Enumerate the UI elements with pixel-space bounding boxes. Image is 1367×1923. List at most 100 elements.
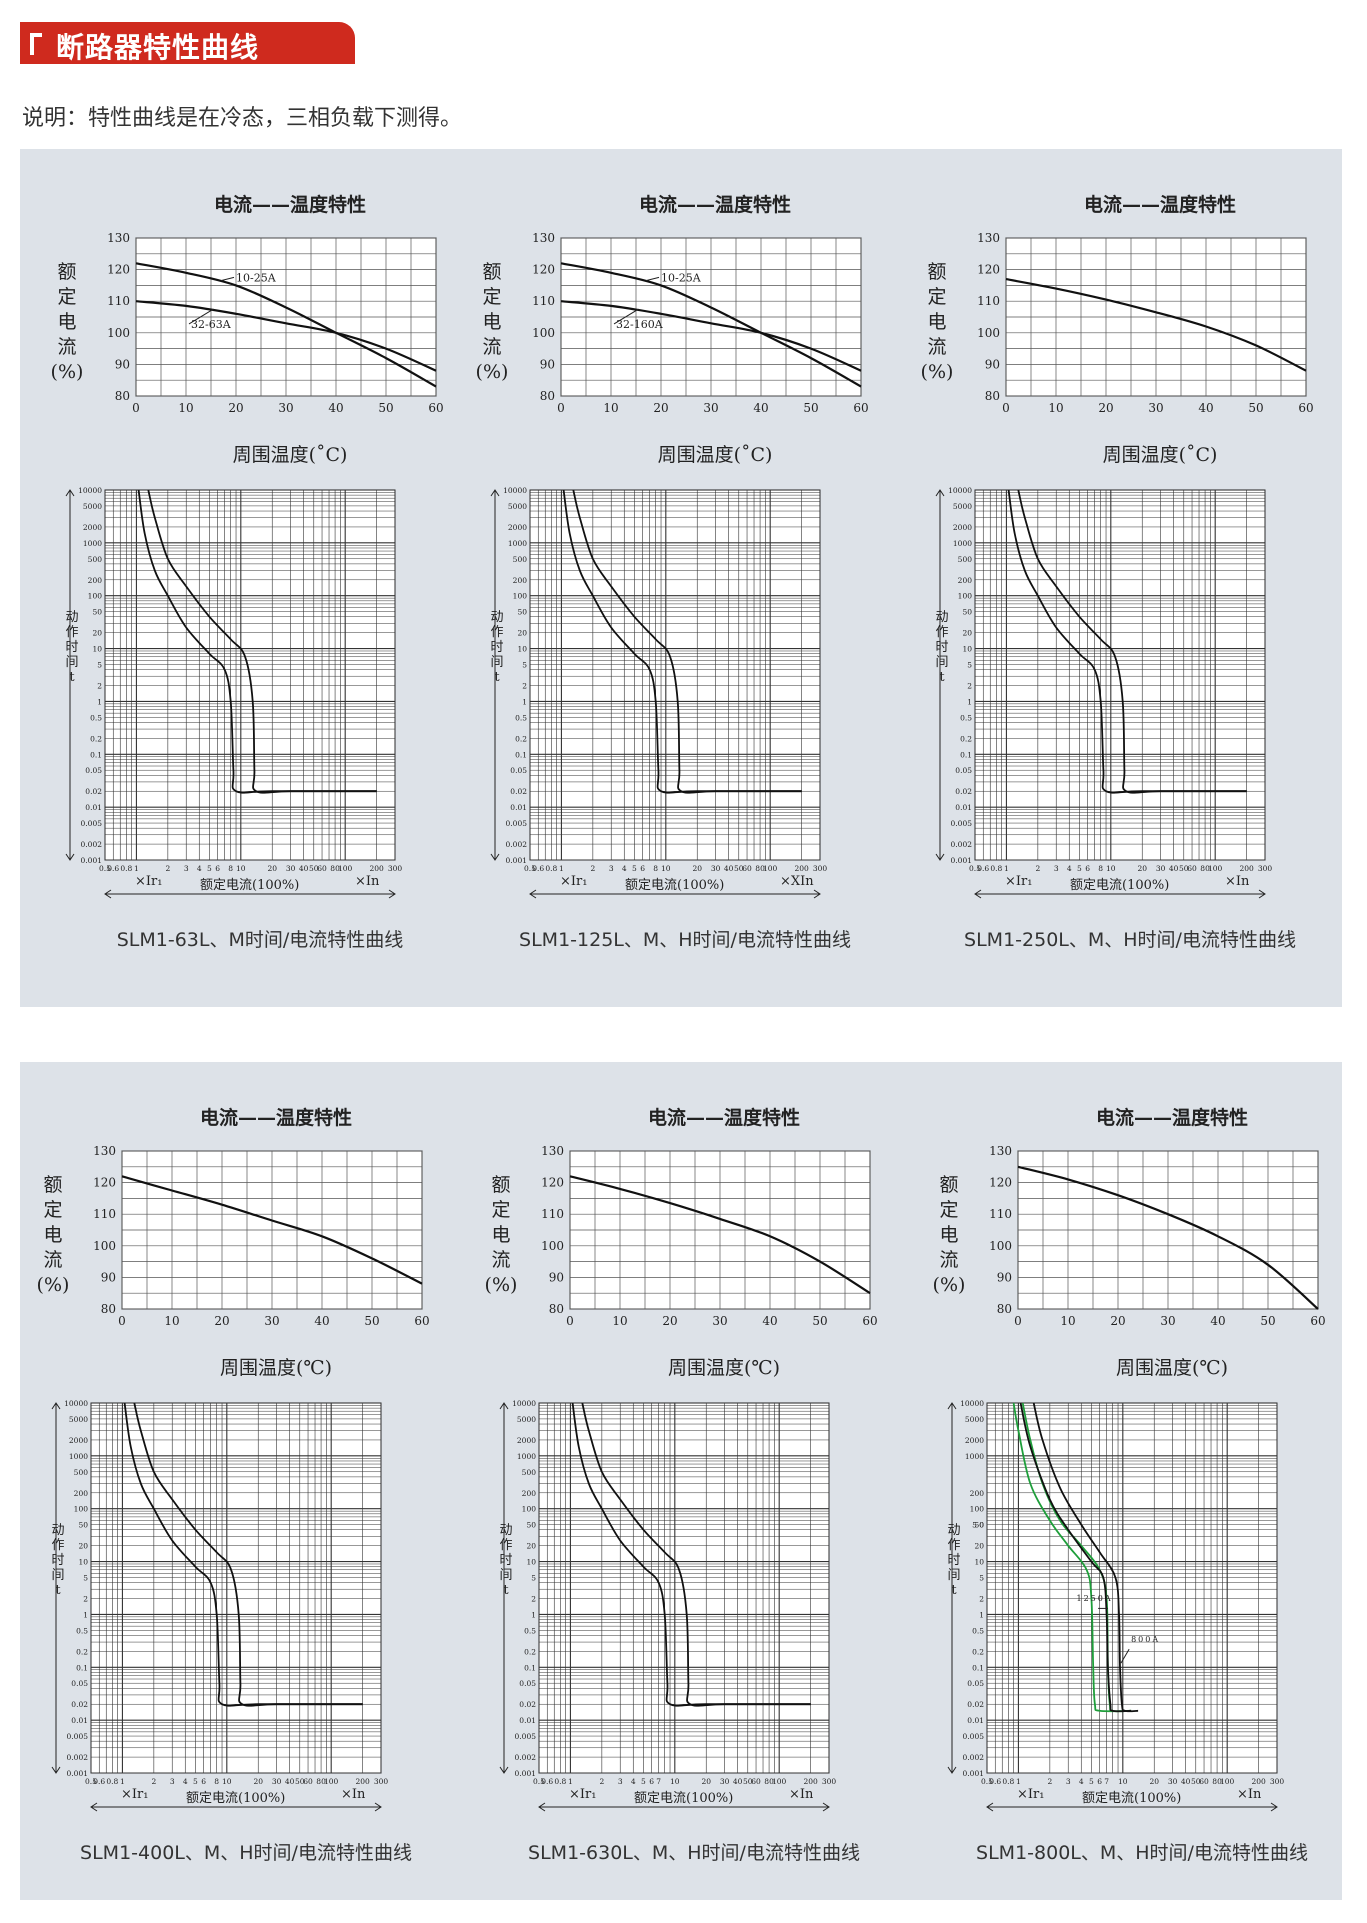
tc-x-tick-label: 300 [1270, 1777, 1285, 1786]
chart-caption: SLM1-125L、M、H时间/电流特性曲线 [519, 929, 851, 951]
temp-y-tick-label: 100 [541, 1239, 564, 1253]
temp-series-line [1005, 278, 1307, 372]
temp-x-tick-label: 60 [414, 1314, 429, 1328]
tc-y-tick-label: 10 [92, 645, 102, 654]
tc-x-tick-label: 60 [303, 1777, 313, 1786]
temp-series-line [560, 262, 862, 388]
tc-y-tick-label: 0.002 [67, 1753, 89, 1762]
temp-x-tick-label: 20 [1098, 401, 1113, 415]
tc-y-label-char: 作 [65, 625, 79, 640]
temp-y-tick-label: 80 [549, 1302, 564, 1316]
tc-y-tick-label: 1 [97, 697, 102, 706]
tc-y-tick-label: 5 [967, 660, 972, 669]
tc-y-tick-label: 0.005 [81, 819, 103, 828]
tc-y-label-char: 时 [499, 1553, 513, 1568]
tc-x-tick-label: 8 [228, 864, 233, 873]
chart-block: 电流——温度特性额定电流 (%) 0 10 20 30 40 50 60 80 90 100 110 12… [36, 1103, 476, 1883]
tc-x-tick-label: 5 [1077, 864, 1082, 873]
temp-x-axis-label: 周围温度(℃) [667, 1357, 781, 1379]
tc-x-tick-label: 0.8 [545, 864, 557, 873]
tc-y-tick-label: 0.001 [951, 856, 972, 865]
tc-x-tick-label: 2 [151, 1777, 156, 1786]
arrow-right-icon [1258, 889, 1266, 899]
arrow-down-icon [490, 853, 500, 861]
tc-y-tick-label: 2000 [69, 1436, 88, 1445]
temp-y-tick-label: 80 [985, 389, 1000, 403]
temp-y-tick-label: 120 [541, 1176, 564, 1190]
chart-block: 电流——温度特性额定电流 (%) 0 10 20 30 40 50 60 80 90 100 110 12… [932, 1103, 1367, 1883]
tc-x-tick-label: 50 [734, 864, 744, 873]
tc-y-label-char: 动 [947, 1523, 961, 1538]
tc-x-unit-right: ×In [789, 1787, 814, 1802]
tc-x-unit-left: ×Ir₁ [121, 1787, 149, 1802]
temp-y-tick-label: 100 [93, 1239, 116, 1253]
temp-y-tick-label: 130 [93, 1144, 116, 1158]
tc-x-tick-label: 0.6 [541, 1777, 553, 1786]
temp-x-tick-label: 10 [1048, 401, 1063, 415]
temp-y-axis-label: 额定电流 (%) [475, 260, 509, 385]
temp-x-axis-label: 周围温度(℃) [219, 1357, 333, 1379]
tc-x-tick-label: 40 [1181, 1777, 1191, 1786]
tc-y-tick-label: 100 [74, 1505, 89, 1514]
temp-y-label-char: 定 [57, 286, 77, 308]
tc-y-tick-label: 0.001 [515, 1769, 536, 1778]
arrow-up-icon [51, 1402, 61, 1410]
temp-series-pointer [188, 308, 214, 325]
tc-x-tick-label: 30 [272, 1777, 282, 1786]
tc-x-tick-label: 20 [692, 864, 702, 873]
tc-x-tick-label: 0.8 [106, 1777, 118, 1786]
tc-x-tick-label: 0.5 [85, 1777, 97, 1786]
tc-y-tick-label: 10 [974, 1558, 984, 1567]
tc-y-tick-label: 0.5 [972, 1626, 984, 1635]
tc-annotation-1250a: 1250A [1076, 1594, 1112, 1603]
tc-series-line [1032, 1402, 1139, 1713]
temp-y-axis-label: 额定电流 (%) [920, 260, 954, 385]
tc-x-tick-label: 6 [649, 1777, 654, 1786]
temp-x-axis-label: 周围温度(˚C) [657, 444, 773, 466]
temp-y-tick-label: 130 [541, 1144, 564, 1158]
temp-y-label-char: 流 [939, 1249, 959, 1271]
tc-y-tick-label: 5 [979, 1573, 984, 1582]
tc-y-tick-label: 0.02 [510, 787, 527, 796]
tc-x-tick-label: 2 [1035, 864, 1040, 873]
temp-y-label-char: 额 [482, 261, 502, 283]
tc-x-tick-label: 6 [201, 1777, 206, 1786]
temp-series-line [560, 300, 862, 372]
temp-x-tick-label: 40 [328, 401, 343, 415]
tc-y-tick-label: 10000 [64, 1399, 88, 1408]
tc-x-tick-label: 0.8 [554, 1777, 566, 1786]
temp-x-axis-label: 周围温度(˚C) [232, 444, 348, 466]
arrow-right-icon [1270, 1802, 1278, 1812]
tc-x-tick-label: 100 [1208, 864, 1223, 873]
tc-y-tick-label: 500 [513, 555, 528, 564]
tc-x-tick-label: 200 [355, 1777, 370, 1786]
tc-y-tick-label: 2000 [83, 523, 102, 532]
temp-y-tick-label: 120 [107, 263, 130, 277]
temp-y-label-char: 额 [57, 261, 77, 283]
tc-series-line [571, 1402, 811, 1707]
tc-y-tick-label: 200 [522, 1489, 537, 1498]
temp-x-tick-label: 40 [1210, 1314, 1225, 1328]
tc-y-tick-label: 10000 [503, 486, 527, 495]
tc-y-tick-label: 50 [78, 1521, 88, 1530]
tc-x-tick-label: 10 [670, 1777, 680, 1786]
temp-y-label-char: (%) [36, 1274, 70, 1296]
tc-x-tick-label: 100 [772, 1777, 787, 1786]
tc-x-tick-label: 60 [1187, 864, 1197, 873]
tc-y-tick-label: 100 [513, 592, 528, 601]
temp-x-tick-label: 0 [1014, 1314, 1022, 1328]
tc-x-tick-label: 6 [640, 864, 645, 873]
tc-y-tick-label: 1000 [953, 539, 972, 548]
tc-x-unit-right: ×In [355, 874, 380, 889]
tc-y-tick-label: 50 [92, 608, 102, 617]
temp-y-tick-label: 90 [997, 1270, 1012, 1284]
tc-y-tick-label: 0.2 [515, 734, 527, 743]
temp-x-tick-label: 10 [178, 401, 193, 415]
temp-y-tick-label: 90 [549, 1270, 564, 1284]
tc-y-tick-label: 0.02 [71, 1700, 88, 1709]
tc-y-tick-label: 2000 [508, 523, 527, 532]
temp-x-tick-label: 60 [428, 401, 443, 415]
